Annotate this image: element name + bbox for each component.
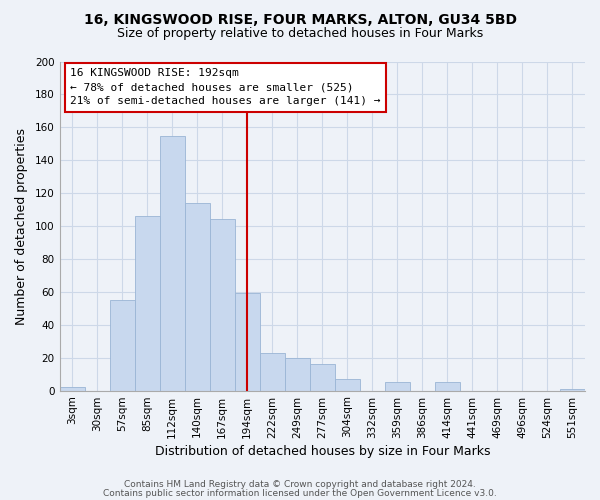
Bar [335,379,360,390]
Bar [134,216,160,390]
Bar [385,382,410,390]
Y-axis label: Number of detached properties: Number of detached properties [15,128,28,324]
Text: Size of property relative to detached houses in Four Marks: Size of property relative to detached ho… [117,28,483,40]
Text: 16 KINGSWOOD RISE: 192sqm
← 78% of detached houses are smaller (525)
21% of semi: 16 KINGSWOOD RISE: 192sqm ← 78% of detac… [70,68,380,106]
Bar [110,300,134,390]
Bar [260,352,285,391]
Bar [560,389,585,390]
Text: Contains public sector information licensed under the Open Government Licence v3: Contains public sector information licen… [103,488,497,498]
Text: 16, KINGSWOOD RISE, FOUR MARKS, ALTON, GU34 5BD: 16, KINGSWOOD RISE, FOUR MARKS, ALTON, G… [83,12,517,26]
Bar [235,294,260,390]
Bar [59,388,85,390]
Bar [209,220,235,390]
X-axis label: Distribution of detached houses by size in Four Marks: Distribution of detached houses by size … [155,444,490,458]
Bar [285,358,310,390]
Bar [160,136,185,390]
Bar [185,203,209,390]
Text: Contains HM Land Registry data © Crown copyright and database right 2024.: Contains HM Land Registry data © Crown c… [124,480,476,489]
Bar [435,382,460,390]
Bar [310,364,335,390]
